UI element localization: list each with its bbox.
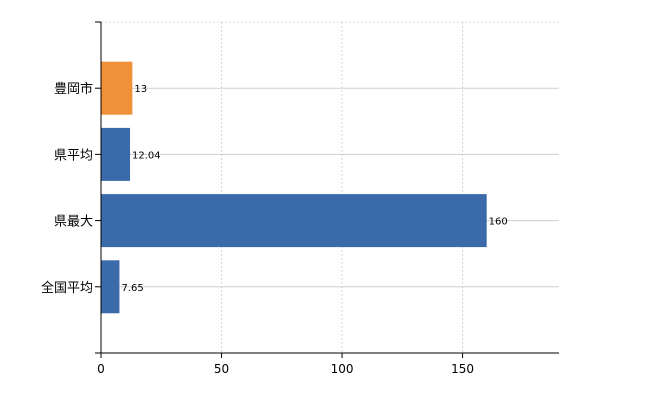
- x-tick-label-3: 150: [451, 362, 474, 376]
- data-label-1: 12.04: [132, 150, 161, 161]
- x-tick-label-0: 0: [97, 362, 105, 376]
- bar-3: [101, 260, 120, 314]
- bar-0: [101, 61, 133, 115]
- data-label-0: 13: [134, 84, 147, 95]
- data-label-3: 7.65: [121, 283, 143, 294]
- bar-1: [101, 127, 131, 181]
- bar-2: [101, 194, 487, 248]
- x-tick-label-2: 100: [331, 362, 354, 376]
- y-tick-label-2: 県最大: [54, 215, 93, 230]
- y-tick-label-3: 全国平均: [41, 280, 93, 296]
- x-tick-label-1: 50: [214, 362, 229, 376]
- y-tick-label-1: 県平均: [54, 148, 93, 163]
- y-tick-label-0: 豊岡市: [54, 81, 93, 97]
- data-label-2: 160: [489, 217, 508, 228]
